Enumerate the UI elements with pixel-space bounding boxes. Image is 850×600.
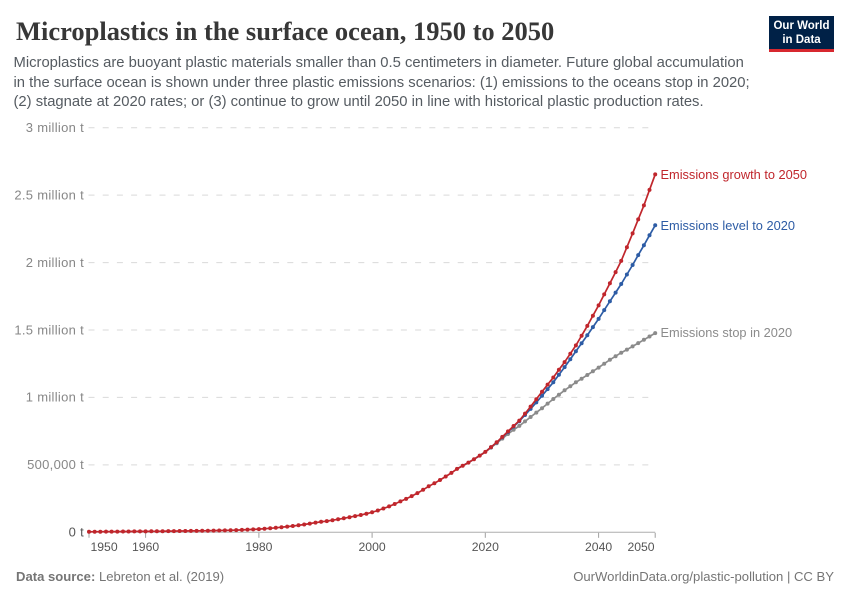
svg-text:2050: 2050 [627,540,654,554]
svg-text:Emissions stop in 2020: Emissions stop in 2020 [661,325,793,340]
svg-text:1 million t: 1 million t [26,390,84,405]
svg-text:0 t: 0 t [69,525,84,540]
svg-text:1950: 1950 [91,540,118,554]
svg-text:Emissions growth to 2050: Emissions growth to 2050 [661,167,808,182]
svg-text:2020: 2020 [472,540,499,554]
svg-text:Emissions level to 2020: Emissions level to 2020 [661,218,795,233]
svg-text:1960: 1960 [132,540,159,554]
svg-text:2.5 million t: 2.5 million t [14,187,84,202]
svg-text:2000: 2000 [359,540,386,554]
svg-text:500,000 t: 500,000 t [27,457,84,472]
svg-text:2 million t: 2 million t [26,255,84,270]
svg-text:3 million t: 3 million t [26,120,84,135]
svg-text:2040: 2040 [585,540,612,554]
svg-text:1980: 1980 [245,540,272,554]
svg-text:1.5 million t: 1.5 million t [14,322,84,337]
